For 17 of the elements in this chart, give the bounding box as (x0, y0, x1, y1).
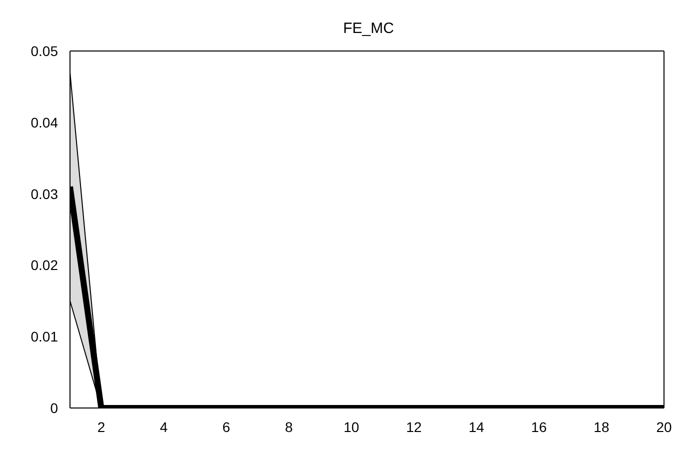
y-tick-label: 0.01 (30, 328, 58, 345)
y-tick-label: 0.02 (30, 257, 58, 274)
x-tick-label: 18 (594, 418, 610, 435)
x-tick-label: 2 (97, 418, 106, 435)
x-tick-label: 14 (468, 418, 484, 435)
y-tick-label: 0.05 (30, 42, 58, 59)
y-tick-label: 0.04 (30, 114, 58, 130)
y-tick-label: 0.03 (30, 186, 58, 202)
chart-title: FE_MC (342, 20, 395, 37)
y-tick-label: 0 (50, 400, 58, 416)
x-tick-label: 6 (222, 418, 230, 435)
x-tick-label: 12 (406, 418, 422, 435)
x-tick-label: 20 (656, 418, 672, 435)
x-tick-label: 16 (531, 418, 547, 435)
x-tick-label: 4 (160, 418, 168, 435)
x-tick-label: 8 (284, 418, 293, 435)
x-tick-label: 10 (344, 418, 360, 435)
